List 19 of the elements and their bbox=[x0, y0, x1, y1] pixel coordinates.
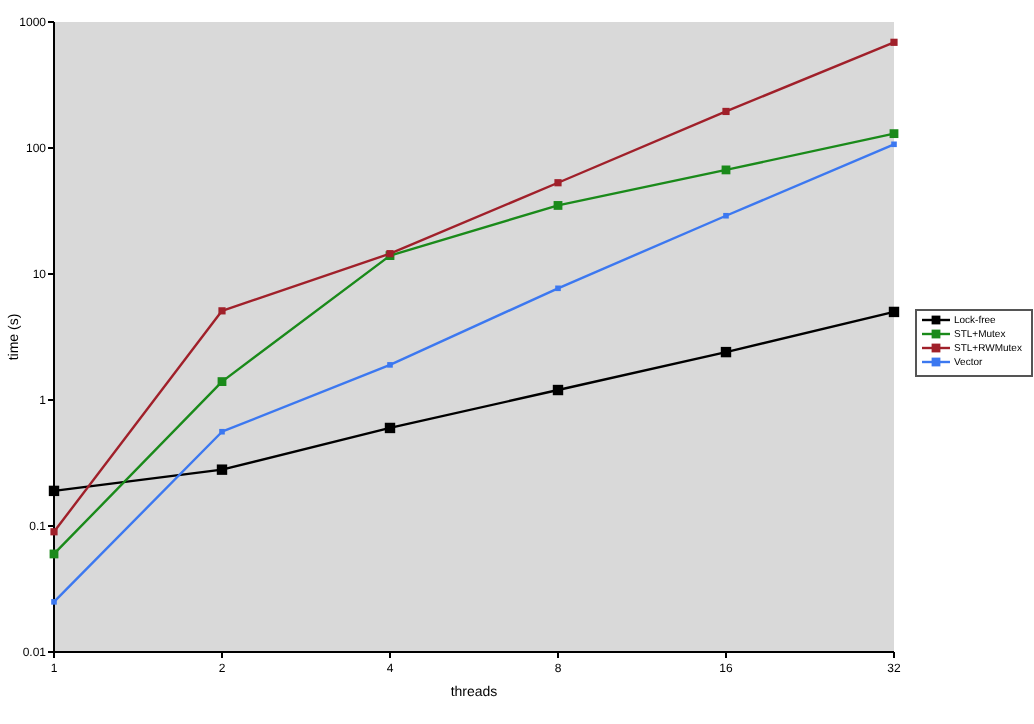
point bbox=[720, 346, 732, 358]
point bbox=[889, 129, 899, 139]
point bbox=[217, 377, 227, 386]
point bbox=[890, 38, 898, 46]
point bbox=[554, 179, 562, 187]
point bbox=[219, 428, 225, 435]
point bbox=[384, 422, 396, 434]
point bbox=[891, 141, 897, 148]
point bbox=[552, 384, 564, 396]
point bbox=[50, 528, 58, 536]
point bbox=[555, 285, 561, 292]
point bbox=[216, 464, 228, 475]
point bbox=[723, 212, 729, 219]
point bbox=[218, 307, 226, 315]
point bbox=[48, 485, 60, 497]
point bbox=[888, 306, 900, 318]
point bbox=[51, 599, 57, 605]
point bbox=[722, 107, 730, 116]
point bbox=[553, 201, 563, 210]
